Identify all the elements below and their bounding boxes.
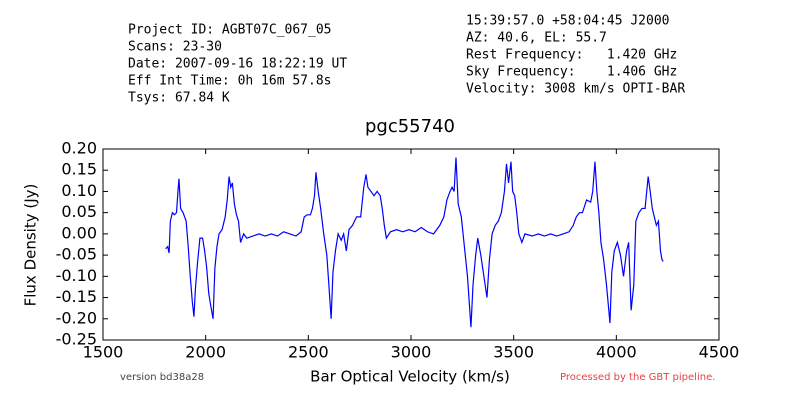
y-tick-label: 0.20 bbox=[61, 139, 97, 158]
x-tick-label: 2000 bbox=[185, 343, 226, 362]
header-line: 15:39:57.0 +58:04:45 J2000 bbox=[466, 14, 670, 29]
header-line: Scans: 23-30 bbox=[128, 40, 222, 55]
y-tick-label: -0.20 bbox=[56, 308, 97, 327]
x-tick-label: 3000 bbox=[391, 343, 432, 362]
y-tick-label: 0.10 bbox=[61, 181, 97, 200]
x-tick-label: 4500 bbox=[699, 343, 740, 362]
y-tick-label: 0.05 bbox=[61, 202, 97, 221]
header-line: Project ID: AGBT07C_067_05 bbox=[128, 23, 332, 38]
header-line: Sky Frequency: 1.406 GHz bbox=[466, 65, 677, 80]
header-line: Eff Int Time: 0h 16m 57.8s bbox=[128, 74, 332, 89]
x-tick-label: 4000 bbox=[596, 343, 637, 362]
header-line: Rest Frequency: 1.420 GHz bbox=[466, 48, 677, 63]
chart-title: pgc55740 bbox=[365, 116, 455, 137]
y-tick-label: 0.00 bbox=[61, 223, 97, 242]
y-tick-label: -0.15 bbox=[56, 287, 97, 306]
x-tick-label: 2500 bbox=[288, 343, 329, 362]
header-line: Date: 2007-09-16 18:22:19 UT bbox=[128, 57, 347, 72]
version-note: version bd38a28 bbox=[120, 372, 204, 383]
header-line: Velocity: 3008 km/s OPTI-BAR bbox=[466, 82, 685, 97]
header-line: Tsys: 67.84 K bbox=[128, 91, 230, 106]
x-tick-label: 1500 bbox=[83, 343, 124, 362]
x-axis-label: Bar Optical Velocity (km/s) bbox=[310, 368, 510, 386]
x-tick-label: 3500 bbox=[493, 343, 534, 362]
y-tick-label: 0.15 bbox=[61, 160, 97, 179]
y-tick-label: -0.25 bbox=[56, 330, 97, 349]
spectrum-line bbox=[165, 157, 664, 328]
y-tick-label: -0.05 bbox=[56, 245, 97, 264]
y-axis-label: Flux Density (Jy) bbox=[22, 184, 40, 307]
y-tick-label: -0.10 bbox=[56, 266, 97, 285]
header-line: AZ: 40.6, EL: 55.7 bbox=[466, 31, 607, 46]
pipeline-note: Processed by the GBT pipeline. bbox=[560, 372, 715, 383]
